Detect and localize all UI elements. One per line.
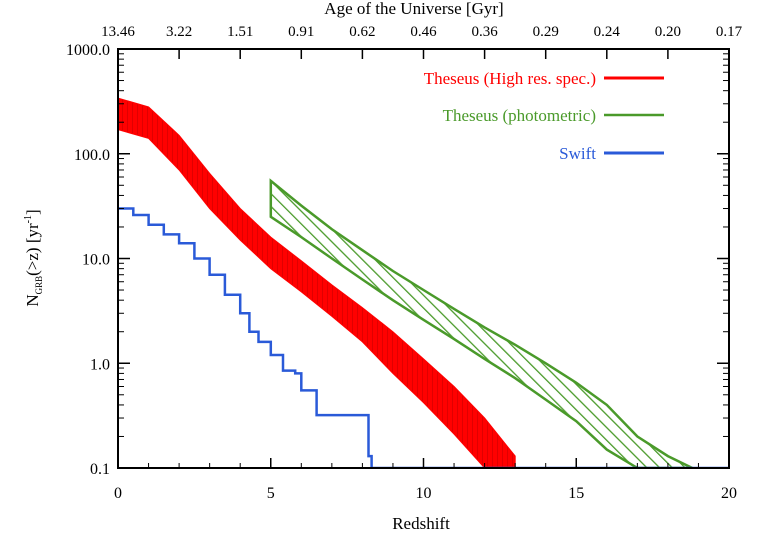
top-tick-label: 0.91 <box>288 24 314 40</box>
top-tick-label: 0.29 <box>533 24 559 40</box>
legend: Theseus (High res. spec.) Theseus (photom… <box>424 69 664 163</box>
top-tick-label: 0.36 <box>471 24 498 40</box>
x-tick-label: 20 <box>721 485 737 502</box>
y-tick-label: 100.0 <box>74 147 110 164</box>
top-tick-label: 13.46 <box>101 24 135 40</box>
y-tick-label: 1.0 <box>90 356 110 373</box>
y-axis-title-sup: -1 <box>23 215 34 223</box>
top-axis-title: Age of the Universe [Gyr] <box>324 0 503 18</box>
y-axis-title: NGRB(>z) [yr-1] <box>23 209 44 306</box>
top-tick-label: 0.20 <box>655 24 681 40</box>
y-axis-title-close: ] <box>23 209 42 215</box>
theseus-spectroscopic-band <box>118 97 516 468</box>
top-tick-label: 0.24 <box>594 24 621 40</box>
top-axis-ticks: 13.46 3.22 1.51 0.91 0.62 0.46 0.36 0.29 0.24 0.2… <box>101 24 743 59</box>
y-axis-title-sub: GRB <box>34 276 44 295</box>
y-tick-label: 0.1 <box>90 461 110 478</box>
top-tick-label: 3.22 <box>166 24 192 40</box>
x-tick-label: 10 <box>416 485 432 502</box>
y-axis-title-rest: (>z) [yr <box>23 223 42 276</box>
top-tick-label: 0.62 <box>349 24 375 40</box>
y-axis-title-main: N <box>23 294 42 306</box>
legend-label: Theseus (High res. spec.) <box>424 69 596 88</box>
legend-label: Swift <box>559 144 596 163</box>
y-tick-label: 10.0 <box>82 252 110 269</box>
x-axis-ticks: 0 5 10 15 20 <box>114 458 737 502</box>
legend-label: Theseus (photometric) <box>443 106 596 125</box>
x-tick-label: 15 <box>568 485 584 502</box>
theseus-photometric-band <box>269 178 693 468</box>
x-tick-label: 5 <box>267 485 275 502</box>
plot-area <box>118 97 729 468</box>
top-tick-label: 0.46 <box>410 24 437 40</box>
swift-step-line <box>118 207 729 468</box>
y-tick-label: 1000.0 <box>66 42 110 59</box>
x-tick-label: 0 <box>114 485 122 502</box>
x-axis-title: Redshift <box>392 514 450 533</box>
top-tick-label: 1.51 <box>227 24 253 40</box>
y-axis-ticks: 0.1 1.0 10.0 100.0 1000.0 <box>66 42 729 478</box>
top-tick-label: 0.17 <box>716 24 743 40</box>
series-layer <box>118 97 729 468</box>
